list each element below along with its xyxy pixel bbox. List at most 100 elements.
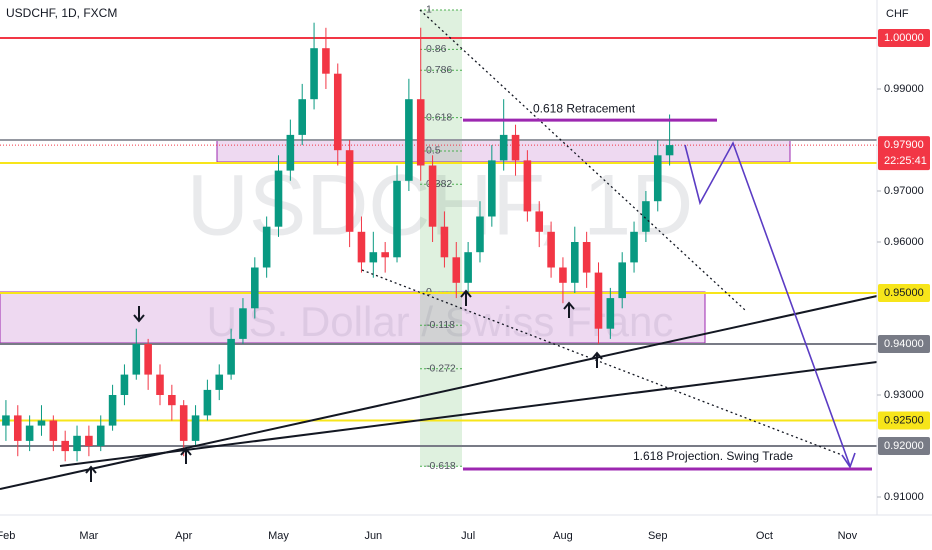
candle-body (345, 150, 354, 232)
candle-body (286, 134, 295, 171)
annotations: 0.618 Retracement 1.618 Projection. Swing… (463, 101, 872, 471)
price-tag-label: 0.92500 (884, 414, 924, 426)
candle-body (653, 155, 662, 202)
candle-body (464, 252, 472, 283)
y-tick-label: 0.97000 (884, 185, 924, 197)
candle-body (156, 374, 164, 395)
candle-body (570, 241, 579, 283)
demand-zone (0, 291, 706, 344)
candle-body (452, 257, 461, 283)
candle-body (49, 420, 58, 441)
x-tick-label: Sep (648, 530, 668, 542)
candle-body (215, 374, 224, 390)
candle-body (547, 231, 555, 268)
candle-body (333, 73, 342, 151)
dotted-trend-line (419, 9, 746, 311)
price-tag-label: 0.94000 (884, 338, 924, 350)
last-price-label: 0.97900 (884, 139, 924, 151)
candle-body (357, 231, 366, 263)
candle-body (582, 241, 591, 273)
projection-arrowhead (841, 452, 856, 469)
candle-body (13, 415, 22, 441)
candle-body (606, 298, 615, 329)
arrow-up (563, 301, 575, 318)
y-tick-label: 0.99000 (884, 83, 924, 95)
currency-label: CHF (886, 8, 909, 20)
candle-body (203, 389, 212, 416)
candle-body (559, 267, 567, 283)
candle-body (191, 415, 200, 441)
fib-level-label: -0.118 (426, 319, 455, 331)
x-tick-label: Apr (175, 530, 192, 542)
candle-body (168, 394, 176, 406)
x-tick-label: Jun (364, 530, 382, 542)
candle-body (179, 405, 188, 441)
x-tick-label: Mar (79, 530, 98, 542)
candle-body (393, 180, 401, 258)
arrow-up (180, 447, 192, 464)
countdown-label: 22:25:41 (884, 155, 927, 167)
candle-body (120, 374, 129, 395)
price-tag (878, 334, 930, 353)
arrows (85, 289, 603, 482)
axes: 0.99000 0.97000 0.96000 0.93000 0.91000 Feb Ma… (0, 28, 930, 542)
candle-body (594, 272, 603, 329)
drawings (0, 9, 878, 490)
candle-body (488, 160, 496, 217)
fib-level-label: -0.272 (426, 362, 456, 374)
candle-body (25, 425, 34, 441)
candle-body (405, 99, 413, 181)
price-tag-label: 1.00000 (884, 32, 924, 44)
candle-body (499, 134, 508, 161)
price-tag-label: 0.92000 (884, 440, 924, 452)
candle-body (381, 252, 389, 258)
candle-body (274, 170, 283, 227)
price-tag (878, 28, 930, 47)
fib-level-label: 0.618 (426, 111, 452, 123)
candle-body (535, 211, 544, 232)
candle-body (642, 201, 650, 232)
fib-level-label: 0 (426, 286, 432, 298)
candle-body (369, 252, 378, 263)
arrow-up (460, 289, 472, 306)
projection-path (684, 141, 851, 467)
fib-level-label: 0.86 (426, 43, 447, 55)
x-tick-label: Nov (838, 530, 858, 542)
price-tag (878, 436, 930, 455)
candle-body (96, 425, 105, 446)
candle-body (440, 226, 449, 258)
trend-line (59, 361, 878, 467)
candle-body (618, 262, 626, 299)
x-tick-label: Feb (0, 530, 15, 542)
x-tick-label: Oct (756, 530, 773, 542)
fib-level-label: -0.618 (426, 460, 456, 472)
candle-body (416, 99, 425, 166)
fib-level-label: 1 (426, 4, 432, 16)
candles (2, 22, 674, 462)
arrow-up (591, 351, 603, 368)
candle-body (310, 48, 318, 100)
candle-body (322, 48, 330, 74)
candle-body (132, 343, 141, 375)
candle-body (85, 435, 93, 446)
candle-body (428, 165, 437, 227)
watermark-symbol: USDCHF, 1D (187, 158, 694, 254)
x-tick-label: Jul (461, 530, 475, 542)
candle-body (251, 267, 259, 309)
candle-body (665, 145, 674, 156)
x-tick-label: May (268, 530, 289, 542)
trend-line (0, 295, 878, 490)
fib-level-label: 0.786 (426, 64, 452, 76)
price-tag-label: 0.95000 (884, 287, 924, 299)
last-price-tag (878, 136, 930, 171)
candle-body (61, 440, 69, 452)
candle-body (239, 308, 247, 339)
dotted-trend-line (361, 269, 843, 456)
zones (0, 139, 791, 344)
x-tick-label: Aug (553, 530, 573, 542)
annotation-label: 1.618 Projection. Swing Trade (633, 449, 793, 463)
candle-body (144, 343, 152, 375)
candle-body (511, 134, 520, 161)
candle-body (630, 231, 638, 263)
